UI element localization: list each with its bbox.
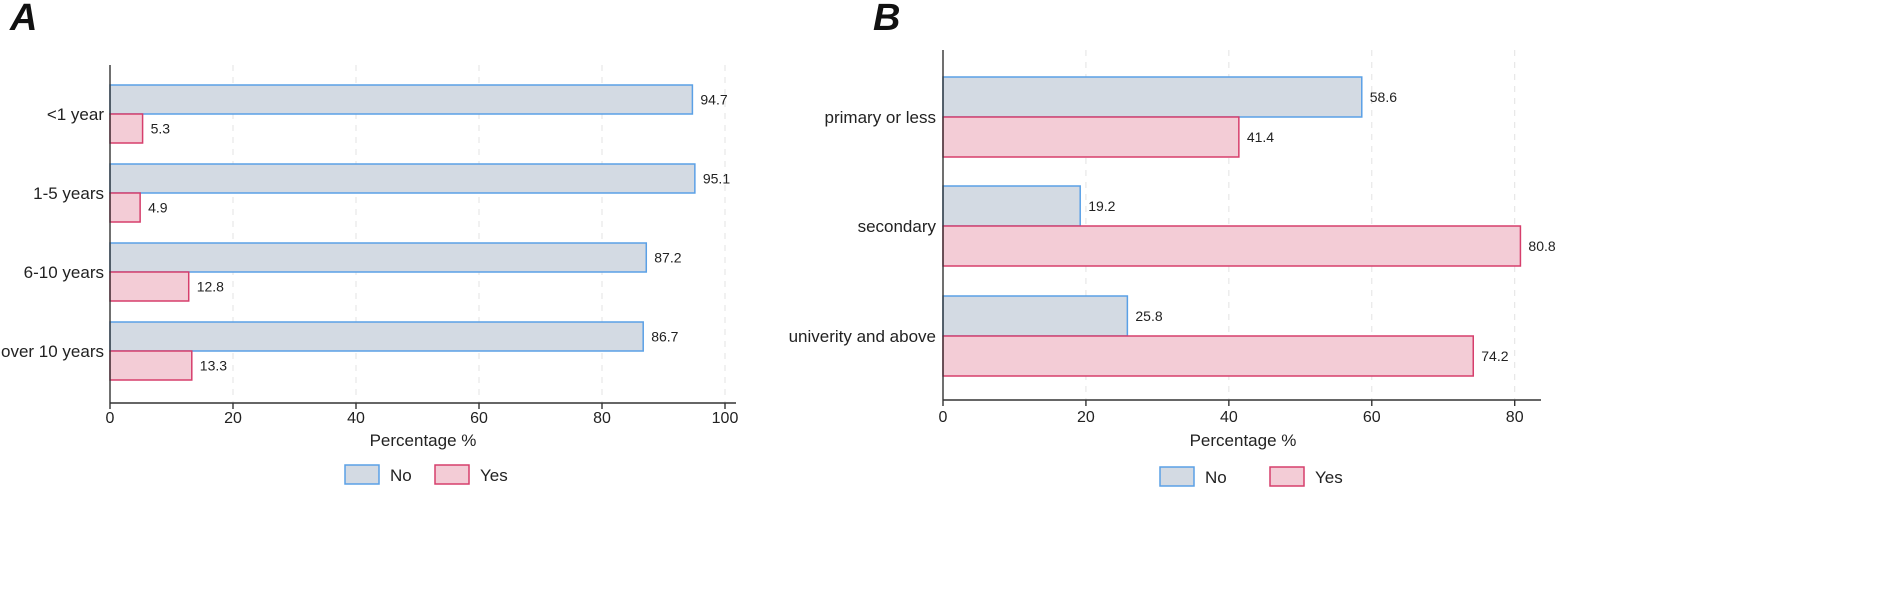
panel-a-x-tick-label: 40	[347, 410, 365, 427]
panel-b-value-label: 19.2	[1088, 198, 1115, 214]
panel-a-legend-label: No	[390, 466, 412, 485]
panel-b-category-label: secondary	[858, 217, 937, 236]
panel-a-category-label: <1 year	[47, 105, 105, 124]
panel-a-bar-yes	[109, 271, 190, 302]
panel-a-bar-no	[109, 84, 694, 115]
panel-b-value-label: 58.6	[1370, 89, 1397, 105]
panel-a-category-label: over 10 years	[1, 342, 104, 361]
panel-a-value-label: 4.9	[148, 200, 168, 216]
panel-a-category-label: 6-10 years	[24, 263, 104, 282]
panel-a-letter: A	[9, 0, 37, 39]
panel-b-legend-label: No	[1205, 468, 1227, 487]
panel-b-bar-yes	[942, 116, 1240, 158]
panel-b-category-label: primary or less	[825, 108, 936, 127]
panel-a-grid	[232, 65, 726, 403]
panel-a-x-tick-label: 80	[593, 410, 611, 427]
panel-b-bar-no	[942, 295, 1129, 337]
panel-a: A 94.7 5.3 95.1 4.9 87.2 12.8 86.7 13.3 <1 year…	[1, 0, 738, 485]
panel-a-category-labels: <1 year 1-5 years 6-10 years over 10 years	[1, 105, 104, 361]
panel-b-bar-yes	[942, 335, 1475, 377]
panel-a-value-label: 13.3	[200, 358, 227, 374]
panel-b-value-label: 41.4	[1247, 129, 1274, 145]
panel-a-value-label: 95.1	[703, 171, 730, 187]
panel-b-x-tick-label: 60	[1363, 409, 1381, 426]
panel-a-bar-yes	[109, 350, 193, 381]
panel-b-letter: B	[873, 0, 900, 39]
panel-a-value-label: 5.3	[151, 121, 171, 137]
panel-a-value-label: 87.2	[654, 250, 681, 266]
panel-b-legend: No Yes	[1159, 466, 1343, 487]
panel-a-bar-no	[109, 163, 696, 194]
panel-a-bar-no	[109, 321, 644, 352]
panel-a-x-tick-label: 20	[224, 410, 242, 427]
panel-a-value-label: 86.7	[651, 329, 678, 345]
panel-b-x-axis-title: Percentage %	[1190, 431, 1297, 450]
panel-a-legend-label: Yes	[480, 466, 508, 485]
panel-a-x-tick-label: 60	[470, 410, 488, 427]
panel-a-legend-swatch-yes	[434, 464, 470, 485]
panel-a-x-tick-label: 100	[712, 410, 739, 427]
panel-a-legend: No Yes	[344, 464, 508, 485]
panel-b-bars	[942, 76, 1522, 377]
panel-a-value-labels: 94.7 5.3 95.1 4.9 87.2 12.8 86.7 13.3	[148, 92, 730, 374]
panel-b-bar-no	[942, 185, 1081, 227]
panel-a-value-label: 94.7	[700, 92, 727, 108]
panel-b-category-labels: primary or less secondary univerity and ab…	[789, 108, 937, 346]
panel-b: B 58.6 41.4 19.2 80.8 25.8 74.2 primary or le…	[789, 0, 1556, 487]
panel-b-value-label: 25.8	[1135, 308, 1162, 324]
panel-b-x-tick-label: 0	[939, 409, 948, 426]
panel-b-x-tick-label: 40	[1220, 409, 1238, 426]
panel-a-bar-yes	[109, 113, 144, 144]
panel-b-x-tick-label: 80	[1506, 409, 1524, 426]
panel-b-value-labels: 58.6 41.4 19.2 80.8 25.8 74.2	[1088, 89, 1556, 364]
panel-b-value-label: 80.8	[1528, 238, 1555, 254]
panel-b-value-label: 74.2	[1481, 348, 1508, 364]
panel-a-legend-swatch-no	[344, 464, 380, 485]
panel-b-x-tick-label: 20	[1077, 409, 1095, 426]
panel-a-value-label: 12.8	[197, 279, 224, 295]
panel-a-bar-no	[109, 242, 648, 273]
panel-b-legend-swatch-yes	[1269, 466, 1305, 487]
panel-b-x-ticks: 0 20 40 60 80	[939, 400, 1524, 426]
panel-b-legend-swatch-no	[1159, 466, 1195, 487]
panel-b-category-label: univerity and above	[789, 327, 936, 346]
panel-a-bars	[109, 84, 696, 381]
panel-a-x-tick-label: 0	[106, 410, 115, 427]
panel-b-bar-no	[942, 76, 1363, 118]
panel-a-x-ticks: 0 20 40 60 80 100	[106, 403, 739, 427]
panel-b-legend-label: Yes	[1315, 468, 1343, 487]
panel-b-bar-yes	[942, 225, 1522, 267]
panel-a-bar-yes	[109, 192, 141, 223]
panel-a-category-label: 1-5 years	[33, 184, 104, 203]
panel-a-x-axis-title: Percentage %	[370, 431, 477, 450]
